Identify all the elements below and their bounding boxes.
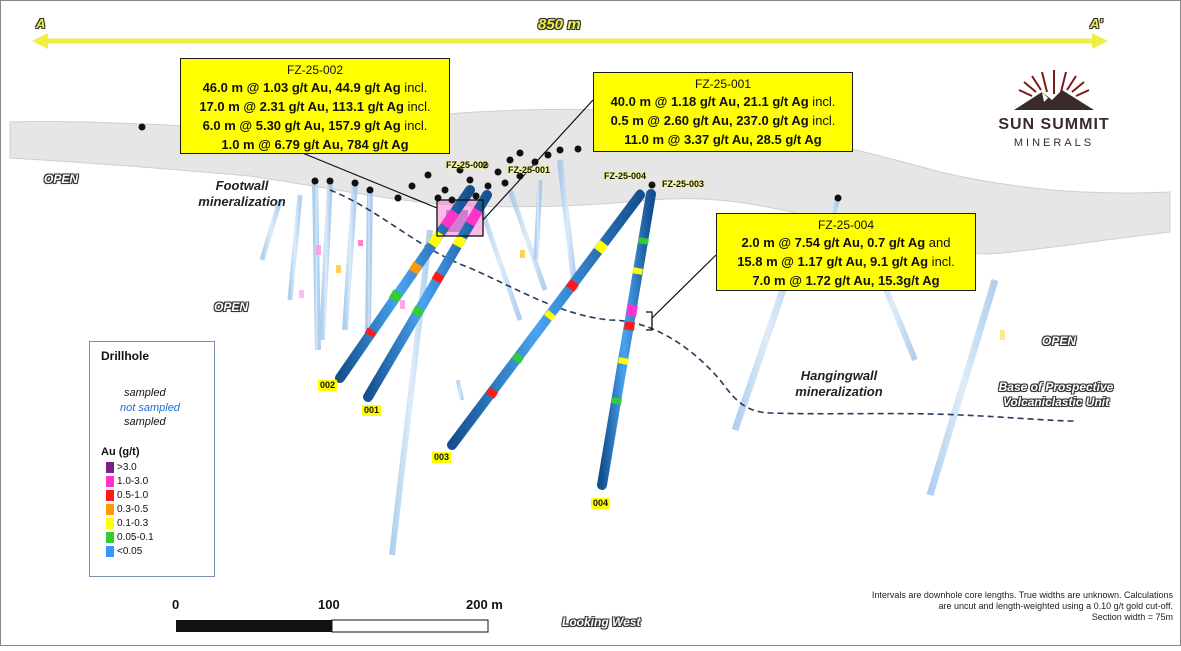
legend-swatch (106, 518, 114, 529)
callout-fz-25-001: FZ-25-001 40.0 m @ 1.18 g/t Au, 21.1 g/t… (593, 72, 853, 152)
section-arrow (32, 33, 1108, 49)
legend-class-4: 0.1-0.3 (106, 518, 148, 530)
callout-hole-id: FZ-25-001 (694, 77, 752, 91)
scale-label-100: 100 (318, 597, 340, 612)
legend-class-5: 0.05-0.1 (106, 532, 154, 544)
legend-swatch (106, 504, 114, 515)
legend-au-title: Au (g/t) (101, 446, 140, 458)
drillhole-003 (447, 190, 645, 450)
legend-sampled-bottom: sampled (124, 416, 166, 428)
legend-swatch (106, 532, 114, 543)
legend-sampled-top: sampled (124, 387, 166, 399)
scale-label-0: 0 (172, 597, 180, 612)
callout-line: 7.0 m @ 1.72 g/t Au, 15.3g/t Ag (752, 273, 940, 288)
callout-line: 17.0 m @ 2.31 g/t Au, 113.1 g/t Ag incl. (199, 99, 431, 114)
callout-line: 0.5 m @ 2.60 g/t Au, 237.0 g/t Ag incl. (610, 113, 836, 128)
collar-dots (138, 123, 842, 204)
open-label-west: OPEN (44, 172, 79, 186)
legend: Drillhole sampled not sampled sampled Au… (89, 341, 215, 577)
callout-line: 40.0 m @ 1.18 g/t Au, 21.1 g/t Ag incl. (610, 94, 836, 109)
collar-label-fz-25-001: FZ-25-001 (508, 165, 551, 175)
callout-fz-25-002: FZ-25-002 46.0 m @ 1.03 g/t Au, 44.9 g/t… (180, 58, 450, 154)
legend-title: Drillhole (101, 349, 150, 363)
callout-leaders (299, 99, 717, 331)
drillhole-001 (363, 190, 492, 402)
section-length-label: 850 m (538, 16, 581, 33)
logo-subtitle: MINERALS (1013, 137, 1095, 149)
open-label-east: OPEN (1042, 334, 1077, 348)
callout-line: 6.0 m @ 5.30 g/t Au, 157.9 g/t Ag incl. (202, 118, 428, 133)
callout-line: 15.8 m @ 1.17 g/t Au, 9.1 g/t Ag incl. (737, 254, 955, 269)
legend-swatch (106, 462, 114, 473)
collar-label-fz-25-004: FZ-25-004 (604, 171, 647, 181)
base-unit-label: Base of Prospective Volcaniclastic Unit (998, 380, 1114, 409)
legend-swatch (106, 546, 114, 557)
collar-label-fz-25-003: FZ-25-003 (662, 179, 705, 189)
callout-line: 11.0 m @ 3.37 g/t Au, 28.5 g/t Ag (624, 132, 822, 147)
legend-class-6: <0.05 (106, 546, 142, 558)
hole-end-label-003: 003 (432, 452, 452, 463)
legend-class-0: >3.0 (106, 462, 137, 474)
section-start-label: A (36, 16, 46, 31)
callout-hole-id: FZ-25-004 (817, 218, 875, 232)
legend-swatch (106, 490, 114, 501)
legend-swatch (106, 476, 114, 487)
hangingwall-label: Hangingwall mineralization (795, 368, 883, 399)
hole-end-label-001: 001 (362, 405, 382, 416)
open-label-deep: OPEN (214, 300, 249, 314)
legend-class-3: 0.3-0.5 (106, 504, 148, 516)
callout-line: 46.0 m @ 1.03 g/t Au, 44.9 g/t Ag incl. (202, 80, 428, 95)
logo-name: SUN SUMMIT (998, 116, 1110, 133)
callout-hole-id: FZ-25-002 (286, 63, 344, 77)
footnote-line-1: Intervals are downhole core lengths. Tru… (871, 590, 1173, 600)
scale-label-200: 200 m (466, 597, 503, 612)
footnote: Intervals are downhole core lengths. Tru… (813, 590, 1173, 623)
callout-line: 1.0 m @ 6.79 g/t Au, 784 g/t Ag (221, 137, 409, 152)
legend-class-1: 1.0-3.0 (106, 476, 148, 488)
callout-line: 2.0 m @ 7.54 g/t Au, 0.7 g/t Ag and (741, 235, 951, 250)
callout-fz-25-004: FZ-25-004 2.0 m @ 7.54 g/t Au, 0.7 g/t A… (716, 213, 976, 291)
footnote-line-2: are uncut and length-weighted using a 0.… (938, 601, 1174, 611)
drillhole-004 (597, 189, 656, 490)
legend-not-sampled: not sampled (120, 402, 180, 414)
collar-label-fz-25-002: FZ-25-002 (446, 160, 489, 170)
scale-bar (176, 619, 489, 633)
legend-class-2: 0.5-1.0 (106, 490, 148, 502)
hole-end-label-002: 002 (318, 380, 338, 391)
drillhole-002 (335, 185, 475, 383)
footwall-label: Footwall mineralization (198, 178, 286, 209)
hole-end-label-004: 004 (591, 498, 611, 509)
base-unit-contact (329, 189, 1076, 422)
looking-west-label: Looking West (562, 615, 641, 629)
section-end-label: A' (1090, 16, 1103, 31)
footnote-line-3: Section width = 75m (1091, 612, 1173, 622)
logo-mark (1014, 70, 1094, 110)
